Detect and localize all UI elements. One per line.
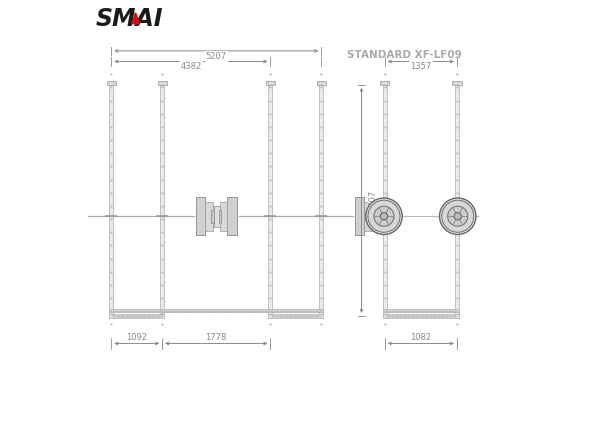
Bar <box>317 81 326 85</box>
Bar <box>266 81 275 85</box>
Text: 1778: 1778 <box>206 332 227 342</box>
Bar <box>205 202 212 231</box>
Polygon shape <box>131 13 140 24</box>
Bar <box>383 310 459 312</box>
Bar <box>160 85 164 314</box>
Circle shape <box>454 212 461 220</box>
Bar <box>55 206 61 227</box>
Circle shape <box>380 212 388 220</box>
Bar <box>364 202 371 231</box>
Bar <box>455 85 459 314</box>
Bar <box>196 197 205 235</box>
Circle shape <box>374 206 394 226</box>
Bar <box>452 81 461 85</box>
Bar <box>383 85 387 314</box>
Text: 1092: 1092 <box>126 332 147 342</box>
Bar <box>371 206 377 227</box>
Bar <box>214 206 220 227</box>
Text: 4382: 4382 <box>180 62 202 72</box>
Text: STANDARD XF-LF09: STANDARD XF-LF09 <box>347 50 461 60</box>
Bar <box>227 197 237 235</box>
Text: 2707: 2707 <box>369 190 378 211</box>
Circle shape <box>366 198 402 234</box>
Bar <box>212 206 218 227</box>
Bar <box>380 81 389 85</box>
Bar <box>109 85 113 314</box>
Bar <box>68 197 78 235</box>
Bar <box>319 85 323 314</box>
Text: 1357: 1357 <box>410 62 431 72</box>
Text: 5207: 5207 <box>206 52 227 61</box>
Circle shape <box>442 200 474 232</box>
Bar <box>218 210 221 223</box>
Bar <box>268 314 323 318</box>
Bar <box>109 314 164 318</box>
Bar <box>377 210 380 223</box>
Text: 1082: 1082 <box>410 332 431 342</box>
Circle shape <box>439 198 476 234</box>
Circle shape <box>368 200 400 232</box>
Bar <box>211 210 214 223</box>
Bar <box>109 310 323 312</box>
Circle shape <box>448 206 468 226</box>
Bar <box>383 314 459 318</box>
Bar <box>52 210 55 223</box>
Bar <box>220 202 227 231</box>
Bar <box>107 81 116 85</box>
Text: ™: ™ <box>156 9 163 14</box>
Text: SMAI: SMAI <box>95 7 163 31</box>
Bar <box>158 81 167 85</box>
Bar <box>61 202 68 231</box>
Bar <box>268 85 272 314</box>
Bar <box>355 197 364 235</box>
